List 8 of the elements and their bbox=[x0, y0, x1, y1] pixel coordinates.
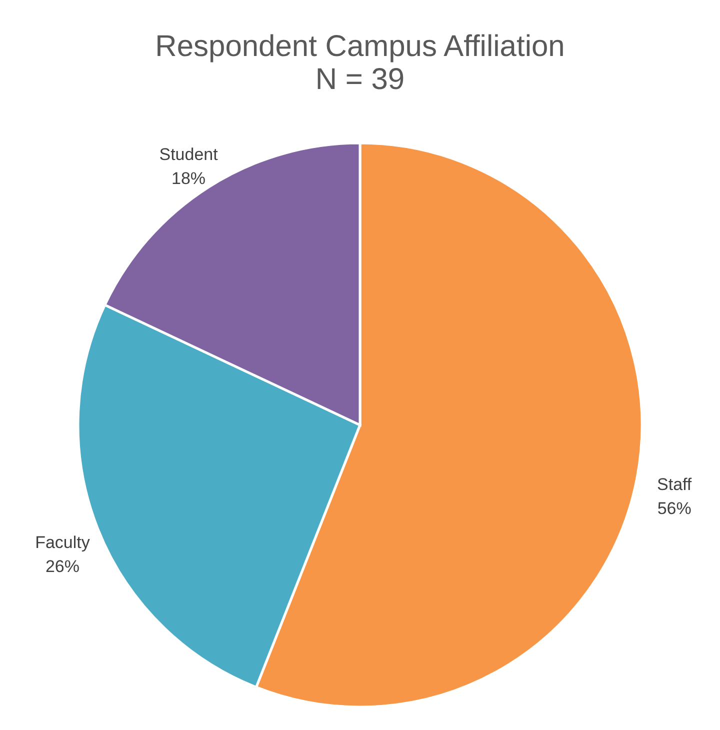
data-label: 26% bbox=[45, 556, 80, 576]
slice-label: Faculty bbox=[35, 532, 90, 552]
data-label: 18% bbox=[172, 168, 206, 188]
chart-subtitle: N = 39 bbox=[315, 63, 405, 96]
data-label: 56% bbox=[657, 498, 692, 518]
slice-label: Student bbox=[159, 144, 218, 164]
slice-label: Staff bbox=[657, 474, 692, 494]
chart-title: Respondent Campus Affiliation bbox=[155, 30, 565, 63]
